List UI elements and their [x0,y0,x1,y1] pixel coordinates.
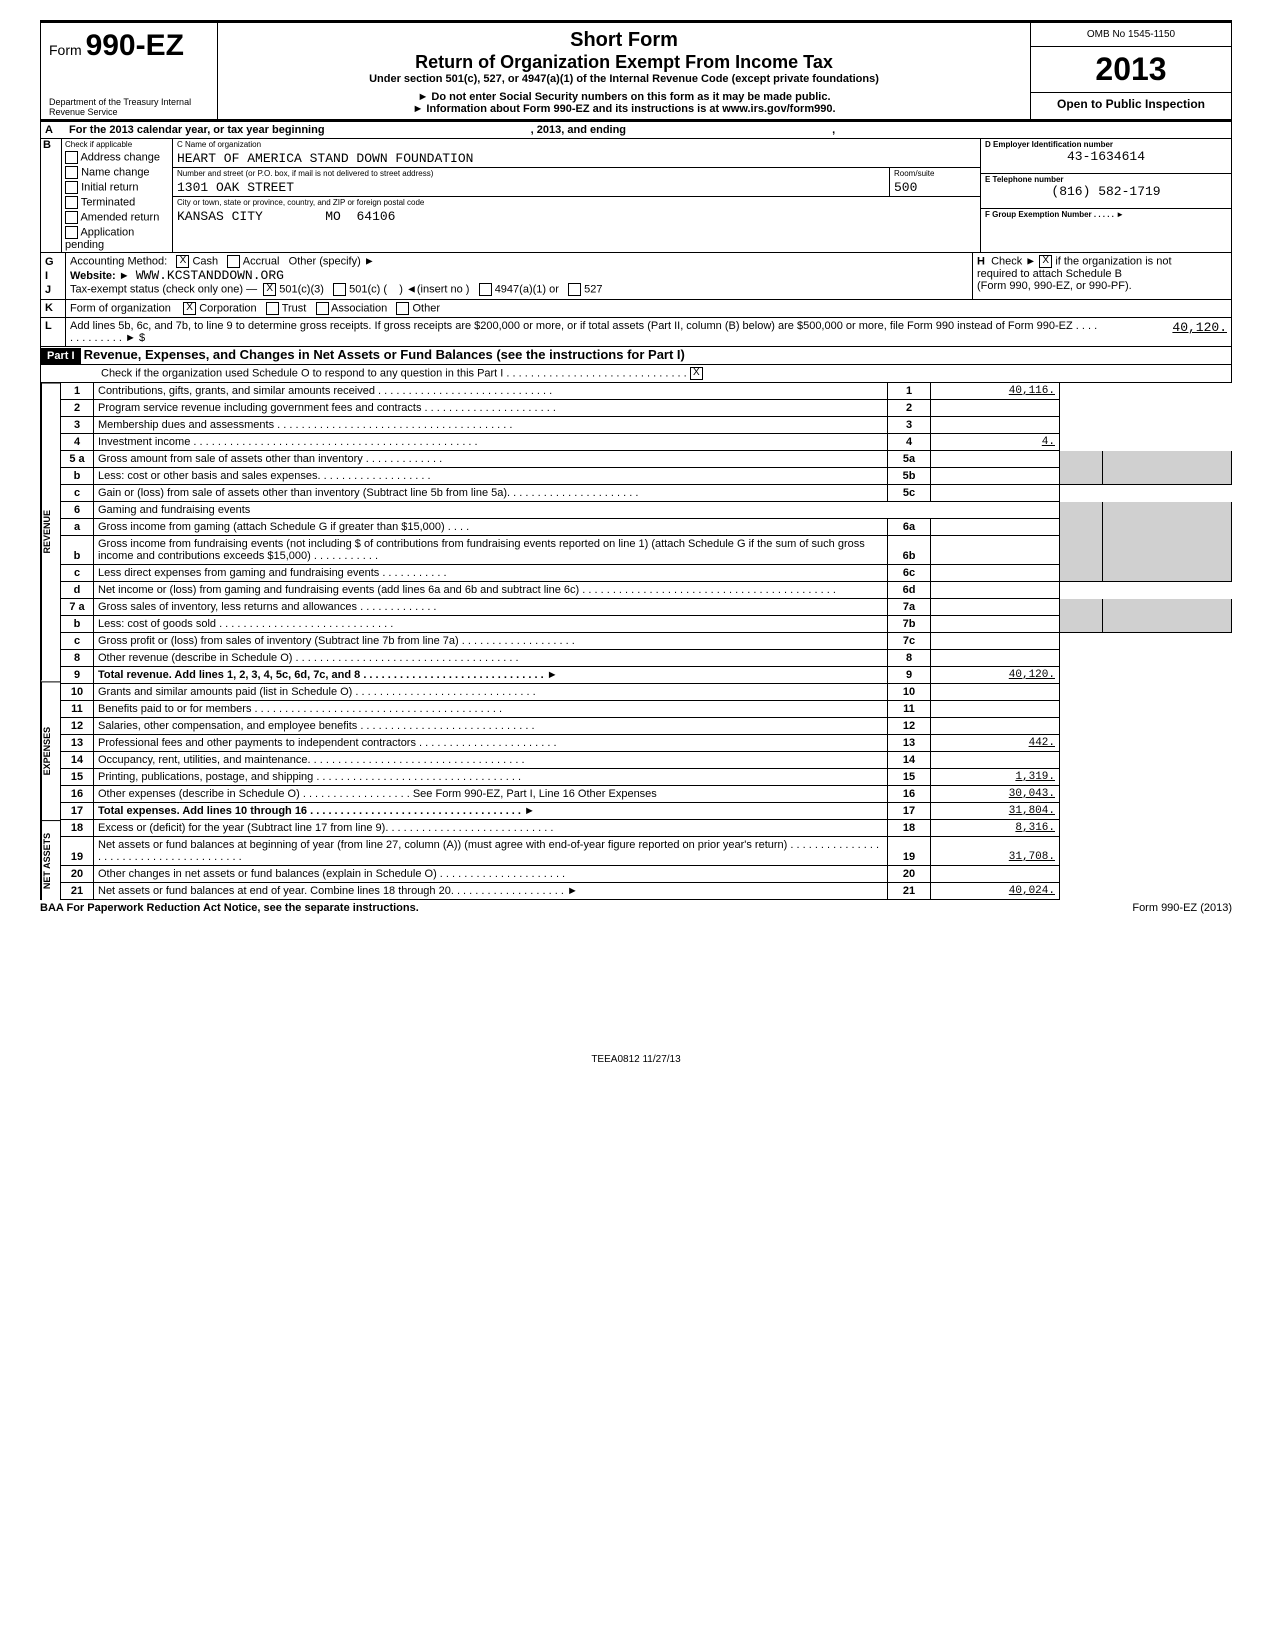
line-a: A For the 2013 calendar year, or tax yea… [40,122,1232,139]
row-19: 19Net assets or fund balances at beginni… [61,837,1232,866]
gij-h-row: GIJ Accounting Method: X Cash Accrual Ot… [40,253,1232,300]
ein: 43-1634614 [985,149,1227,164]
row-13: 13Professional fees and other payments t… [61,735,1232,752]
row-14: 14Occupancy, rent, utilities, and mainte… [61,752,1232,769]
row-7b: bLess: cost of goods sold . . . . . . . … [61,616,1232,633]
row-1: 1Contributions, gifts, grants, and simil… [61,383,1232,400]
e-label: E Telephone number [985,175,1064,184]
row-6a: aGross income from gaming (attach Schedu… [61,519,1232,536]
dept: Department of the Treasury Internal Reve… [49,97,209,117]
ck-schedB[interactable]: X [1039,255,1052,268]
ck-amended[interactable] [65,211,78,224]
org-room: 500 [890,179,980,196]
title-short-form: Short Form [226,29,1022,52]
line-a-text: For the 2013 calendar year, or tax year … [69,124,325,136]
form-ref: Form 990-EZ (2013) [1132,902,1232,914]
row-16: 16Other expenses (describe in Schedule O… [61,786,1232,803]
row-20: 20Other changes in net assets or fund ba… [61,866,1232,883]
subtitle: Under section 501(c), 527, or 4947(a)(1)… [226,73,1022,85]
baa-notice: BAA For Paperwork Reduction Act Notice, … [40,902,419,914]
row-11: 11Benefits paid to or for members . . . … [61,701,1232,718]
row-4: 4Investment income . . . . . . . . . . .… [61,434,1232,451]
row-8: 8Other revenue (describe in Schedule O) … [61,650,1232,667]
footer: BAA For Paperwork Reduction Act Notice, … [40,902,1232,914]
part1-title: Part I [41,348,81,364]
ck-501c[interactable] [333,283,346,296]
row-17: 17Total expenses. Add lines 10 through 1… [61,803,1232,820]
row-9: 9Total revenue. Add lines 1, 2, 3, 4, 5c… [61,667,1232,684]
form-number: Form 990-EZ [49,42,184,58]
website: WWW.KCSTANDDOWN.ORG [136,268,284,283]
tax-year: 2013 [1031,47,1231,93]
open-to-public: Open to Public Inspection [1031,93,1231,115]
row-15: 15Printing, publications, postage, and s… [61,769,1232,786]
org-name: HEART OF AMERICA STAND DOWN FOUNDATION [173,150,980,167]
gross-receipts: 40,120. [1107,320,1227,335]
part1-header: Part I Revenue, Expenses, and Changes in… [40,347,1232,383]
ck-corp[interactable]: X [183,302,196,315]
ck-4947[interactable] [479,283,492,296]
row-6d: dNet income or (loss) from gaming and fu… [61,582,1232,599]
row-6c: cLess direct expenses from gaming and fu… [61,565,1232,582]
side-netassets: NET ASSETS [41,820,60,900]
row-21: 21Net assets or fund balances at end of … [61,883,1232,900]
title-return: Return of Organization Exempt From Incom… [226,52,1022,73]
c-label: C Name of organization [173,139,980,150]
row-7c: cGross profit or (loss) from sales of in… [61,633,1232,650]
line-i: Website: ► WWW.KCSTANDDOWN.ORG [70,268,968,283]
org-city-line: KANSAS CITY MO 64106 [173,208,980,225]
phone: (816) 582-1719 [985,184,1227,199]
ck-cash[interactable]: X [176,255,189,268]
row-5b: bLess: cost or other basis and sales exp… [61,468,1232,485]
ck-terminated[interactable] [65,196,78,209]
line-l: L Add lines 5b, 6c, and 7b, to line 9 to… [40,318,1232,347]
row-5a: 5 aGross amount from sale of assets othe… [61,451,1232,468]
row-5c: cGain or (loss) from sale of assets othe… [61,485,1232,502]
line-k: K Form of organization X Corporation Tru… [40,300,1232,318]
form-header: Form 990-EZ Department of the Treasury I… [40,20,1232,122]
line-g: Accounting Method: X Cash Accrual Other … [70,255,968,268]
f-label: F Group Exemption Number . . . . . ► [985,210,1124,219]
ck-501c3[interactable]: X [263,283,276,296]
info-link: ► Information about Form 990-EZ and its … [226,103,1022,115]
line-h: H Check ► X if the organization is not r… [977,255,1227,292]
ck-accrual[interactable] [227,255,240,268]
row-7a: 7 aGross sales of inventory, less return… [61,599,1232,616]
ck-name-change[interactable] [65,166,78,179]
row-10: 10Grants and similar amounts paid (list … [61,684,1232,701]
page-code: TEEA0812 11/27/13 [40,1054,1232,1065]
ck-assoc[interactable] [316,302,329,315]
ck-527[interactable] [568,283,581,296]
part1-heading: Revenue, Expenses, and Changes in Net As… [84,347,685,362]
ssn-warning: ► Do not enter Social Security numbers o… [226,91,1022,103]
row-6b: bGross income from fundraising events (n… [61,536,1232,565]
ck-initial-return[interactable] [65,181,78,194]
d-label: D Employer Identification number [985,140,1113,149]
row-12: 12Salaries, other compensation, and empl… [61,718,1232,735]
row-18: 18Excess or (deficit) for the year (Subt… [61,820,1232,837]
ck-address-change[interactable] [65,151,78,164]
ck-other-org[interactable] [396,302,409,315]
line-j: Tax-exempt status (check only one) — X 5… [70,283,968,296]
row-3: 3Membership dues and assessments . . . .… [61,417,1232,434]
row-6: 6Gaming and fundraising events [61,502,1232,519]
side-expenses: EXPENSES [41,681,60,820]
org-address: 1301 OAK STREET [173,179,889,196]
entity-block: B Check if applicable Address change Nam… [40,139,1232,253]
side-revenue: REVENUE [41,383,60,681]
b-label: Check if applicable [62,139,172,150]
ck-schedO[interactable]: X [690,367,703,380]
ck-app-pending[interactable] [65,226,78,239]
omb-number: OMB No 1545-1150 [1031,23,1231,47]
part1-table: 1Contributions, gifts, grants, and simil… [60,383,1232,900]
row-2: 2Program service revenue including gover… [61,400,1232,417]
ck-trust[interactable] [266,302,279,315]
